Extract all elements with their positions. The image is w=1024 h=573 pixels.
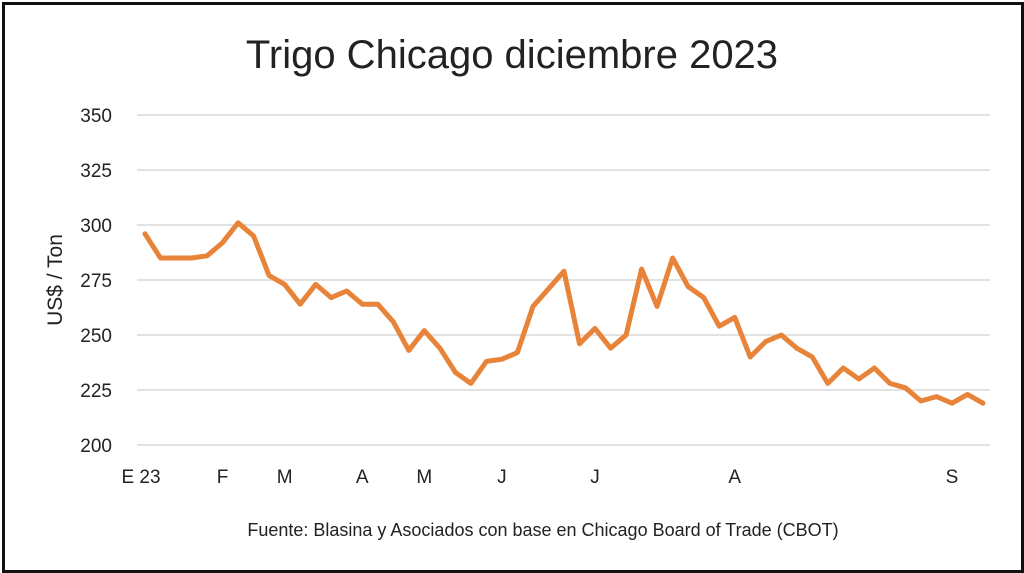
y-tick-label: 350 bbox=[80, 106, 112, 127]
x-tick-label: S bbox=[946, 467, 959, 488]
x-tick-label: A bbox=[728, 467, 741, 488]
y-tick-label: 200 bbox=[80, 436, 112, 457]
x-tick-label: J bbox=[497, 467, 507, 488]
x-tick-label: E 23 bbox=[121, 467, 160, 488]
series-line bbox=[142, 220, 986, 406]
y-axis-label: US$ / Ton bbox=[44, 234, 67, 326]
x-tick-label: M bbox=[277, 467, 293, 488]
x-tick-label: A bbox=[356, 467, 369, 488]
y-tick-label: 225 bbox=[80, 381, 112, 402]
x-tick-label: J bbox=[590, 467, 600, 488]
y-tick-label: 325 bbox=[80, 161, 112, 182]
y-tick-label: 275 bbox=[80, 271, 112, 292]
y-tick-label: 300 bbox=[80, 216, 112, 237]
chart-title: Trigo Chicago diciembre 2023 bbox=[246, 33, 778, 77]
y-tick-label: 250 bbox=[80, 326, 112, 347]
x-tick-label: F bbox=[217, 467, 229, 488]
source-note: Fuente: Blasina y Asociados con base en … bbox=[247, 520, 838, 540]
x-tick-label: M bbox=[416, 467, 432, 488]
